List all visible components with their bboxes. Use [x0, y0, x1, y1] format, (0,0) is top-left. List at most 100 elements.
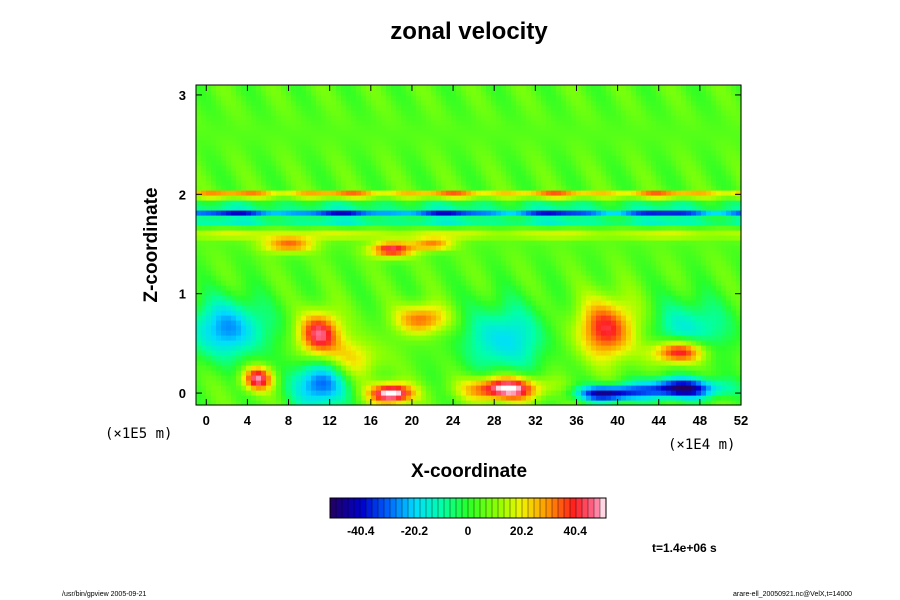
heatmap-cell	[366, 355, 372, 361]
heatmap-cell	[206, 135, 212, 141]
heatmap-cell	[276, 205, 282, 211]
heatmap-cell	[581, 205, 587, 211]
heatmap-cell	[206, 145, 212, 151]
heatmap-cell	[196, 385, 202, 391]
heatmap-cell	[266, 310, 272, 316]
heatmap-cell	[531, 220, 537, 226]
heatmap-cell	[356, 255, 362, 261]
heatmap-cell	[381, 175, 387, 181]
heatmap-cell	[241, 355, 247, 361]
heatmap-cell	[416, 265, 422, 271]
heatmap-cell	[396, 110, 402, 116]
heatmap-cell	[526, 300, 532, 306]
heatmap-cell	[306, 315, 312, 321]
heatmap-cell	[196, 280, 202, 286]
heatmap-cell	[451, 145, 457, 151]
heatmap-cell	[521, 380, 527, 386]
heatmap-cell	[251, 215, 257, 221]
heatmap-cell	[261, 265, 267, 271]
heatmap-cell	[486, 355, 492, 361]
heatmap-cell	[506, 135, 512, 141]
heatmap-cell	[326, 175, 332, 181]
heatmap-cell	[581, 380, 587, 386]
heatmap-cell	[401, 130, 407, 136]
heatmap-cell	[281, 210, 287, 216]
heatmap-cell	[441, 160, 447, 166]
heatmap-cell	[231, 340, 237, 346]
heatmap-cell	[501, 265, 507, 271]
heatmap-cell	[426, 150, 432, 156]
heatmap-cell	[226, 335, 232, 341]
heatmap-cell	[456, 245, 462, 251]
heatmap-cell	[371, 180, 377, 186]
heatmap-cell	[441, 380, 447, 386]
heatmap-cell	[281, 390, 287, 396]
heatmap-cell	[226, 280, 232, 286]
heatmap-cell	[496, 325, 502, 331]
heatmap-cell	[466, 250, 472, 256]
heatmap-cell	[221, 300, 227, 306]
heatmap-cell	[551, 120, 557, 126]
heatmap-cell	[561, 310, 567, 316]
heatmap-cell	[346, 110, 352, 116]
heatmap-cell	[356, 200, 362, 206]
heatmap-cell	[416, 195, 422, 201]
heatmap-cell	[386, 225, 392, 231]
heatmap-cell	[501, 395, 507, 401]
heatmap-cell	[301, 270, 307, 276]
heatmap-cell	[371, 255, 377, 261]
heatmap-cell	[421, 215, 427, 221]
heatmap-cell	[511, 195, 517, 201]
heatmap-cell	[381, 315, 387, 321]
heatmap-cell	[471, 380, 477, 386]
heatmap-cell	[201, 245, 207, 251]
heatmap-cell	[366, 255, 372, 261]
heatmap-cell	[281, 110, 287, 116]
heatmap-cell	[476, 115, 482, 121]
heatmap-cell	[316, 275, 322, 281]
heatmap-cell	[531, 110, 537, 116]
heatmap-cell	[261, 270, 267, 276]
heatmap-cell	[246, 145, 252, 151]
heatmap-cell	[226, 295, 232, 301]
heatmap-cell	[456, 135, 462, 141]
heatmap-cell	[386, 90, 392, 96]
heatmap-cell	[241, 85, 247, 91]
heatmap-cell	[531, 140, 537, 146]
heatmap-cell	[561, 200, 567, 206]
heatmap-cell	[511, 105, 517, 111]
heatmap-cell	[301, 110, 307, 116]
heatmap-cell	[551, 105, 557, 111]
heatmap-cell	[446, 270, 452, 276]
heatmap-cell	[241, 245, 247, 251]
heatmap-cell	[416, 400, 422, 406]
heatmap-cell	[491, 115, 497, 121]
heatmap-cell	[341, 300, 347, 306]
heatmap-cell	[286, 200, 292, 206]
heatmap-cell	[506, 180, 512, 186]
heatmap-cell	[371, 105, 377, 111]
heatmap-cell	[361, 235, 367, 241]
heatmap-cell	[336, 115, 342, 121]
heatmap-cell	[196, 270, 202, 276]
heatmap-cell	[551, 330, 557, 336]
heatmap-cell	[506, 395, 512, 401]
heatmap-cell	[571, 350, 577, 356]
heatmap-cell	[581, 230, 587, 236]
heatmap-cell	[206, 180, 212, 186]
heatmap-cell	[351, 385, 357, 391]
heatmap-cell	[506, 275, 512, 281]
heatmap-cell	[226, 325, 232, 331]
heatmap-cell	[331, 125, 337, 131]
heatmap-cell	[556, 275, 562, 281]
heatmap-cell	[581, 160, 587, 166]
heatmap-cell	[541, 370, 547, 376]
heatmap-cell	[301, 215, 307, 221]
heatmap-cell	[286, 335, 292, 341]
heatmap-cell	[471, 385, 477, 391]
heatmap-cell	[561, 145, 567, 151]
heatmap-cell	[196, 160, 202, 166]
heatmap-cell	[541, 195, 547, 201]
heatmap-cell	[271, 235, 277, 241]
heatmap-cell	[496, 95, 502, 101]
